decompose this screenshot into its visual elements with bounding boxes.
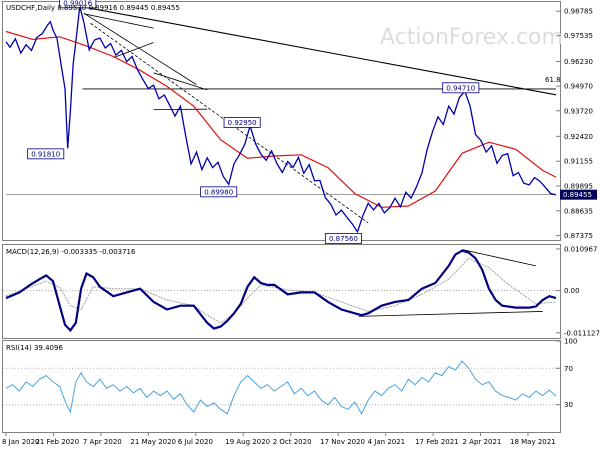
macd-signal-line <box>5 257 557 324</box>
date-tick-label: 21 Feb 2020 <box>35 438 79 446</box>
price-y-axis: 0.98785 0.97535 0.96230 0.94970 0.93720 0.924… <box>556 8 597 240</box>
price-y-tick-label: 0.97535 <box>564 32 593 40</box>
moving-average-line <box>5 30 557 208</box>
rsi-panel: 100 70 30 RSI(14) 39.4096 <box>2 338 577 433</box>
rsi-line <box>5 360 557 415</box>
price-label-box <box>324 233 362 244</box>
price-annotations: 0.99016 0.91810 0.92950 0.89980 0.87560 0.947… <box>27 0 561 244</box>
rsi-y-tick-label: 70 <box>564 365 573 373</box>
date-tick-label: 2 Apr 2021 <box>463 438 502 446</box>
macd-panel: 0.010967 0.00 -0.011127 MACD(12,26,9) -0.0… <box>2 244 600 339</box>
date-tick-label: 6 Jul 2020 <box>178 438 213 446</box>
divergence-upper-line <box>462 249 536 267</box>
price-label-box <box>442 82 480 94</box>
falling-trendline-line <box>79 5 557 96</box>
price-label: 0.89980 <box>204 189 233 197</box>
flag-lower-line <box>113 42 154 59</box>
price-panel: ActionForex.com 0.99016 0.91810 0.92950 0.8… <box>2 0 597 244</box>
date-tick-label: 21 May 2020 <box>130 438 176 446</box>
last-price-label: 0.89455 <box>563 191 592 199</box>
support-line-line <box>358 311 543 317</box>
price-y-tick-label: 0.94970 <box>564 83 593 91</box>
macd-y-axis: 0.010967 0.00 -0.011127 <box>556 245 600 337</box>
price-y-tick-label: 0.96230 <box>564 58 593 66</box>
price-label-box <box>200 186 238 198</box>
macd-trendlines <box>358 249 543 317</box>
last-price-marker <box>560 189 597 200</box>
rsi-y-tick-label: 30 <box>564 401 573 409</box>
date-tick-label: 2 Oct 2020 <box>273 438 312 446</box>
date-tick-label: 4 Jan 2021 <box>368 438 406 446</box>
date-tick-label: 17 Feb 2021 <box>415 438 459 446</box>
price-label: 0.87560 <box>329 235 358 243</box>
price-label: 0.92950 <box>228 119 257 127</box>
watermark: ActionForex.com <box>380 25 563 50</box>
price-y-tick-label: 0.92420 <box>564 133 593 141</box>
price-panel-frame <box>2 1 561 241</box>
date-tick-label: 18 May 2021 <box>510 438 556 446</box>
rsi-y-tick-label: 100 <box>564 338 577 346</box>
price-label: 0.99016 <box>63 0 92 8</box>
channel-upper-line <box>83 12 197 85</box>
wedge-upper-line <box>153 72 208 91</box>
price-line <box>5 6 557 234</box>
macd-title: MACD(12,26,9) -0.003335 -0.003716 <box>6 248 136 256</box>
price-y-tick-label: 0.91155 <box>564 158 593 166</box>
price-y-tick-label: 0.88635 <box>564 207 593 215</box>
price-label: 0.91810 <box>31 151 60 159</box>
rsi-y-axis: 100 70 30 <box>556 338 577 409</box>
price-label-box <box>59 0 97 9</box>
macd-y-tick-label: 0.00 <box>564 287 580 295</box>
flag-upper-line <box>83 13 154 29</box>
macd-y-tick-label: -0.011127 <box>564 329 600 337</box>
price-y-tick-label: 0.89895 <box>564 183 593 191</box>
fib-label: 61.8 <box>545 76 561 84</box>
price-y-tick-label: 0.87375 <box>564 232 593 240</box>
price-y-tick-label: 0.98785 <box>564 8 593 16</box>
price-label-box <box>27 148 65 160</box>
date-tick-label: 17 Nov 2020 <box>320 438 365 446</box>
date-tick-label: 19 Aug 2020 <box>225 438 270 446</box>
macd-y-tick-label: 0.010967 <box>564 245 597 253</box>
price-y-tick-label: 0.93720 <box>564 107 593 115</box>
price-label-box <box>223 117 261 128</box>
rsi-title: RSI(14) 39.4096 <box>6 344 63 352</box>
macd-line <box>5 249 557 333</box>
chart-symbol: USDCHF,Daily 0.89530 0.89916 0.89445 0.8… <box>6 4 180 12</box>
date-tick-label: 7 Apr 2020 <box>83 438 122 446</box>
date-tick-label: 8 Jan 2020 <box>2 438 40 446</box>
price-label: 0.94710 <box>446 84 475 92</box>
